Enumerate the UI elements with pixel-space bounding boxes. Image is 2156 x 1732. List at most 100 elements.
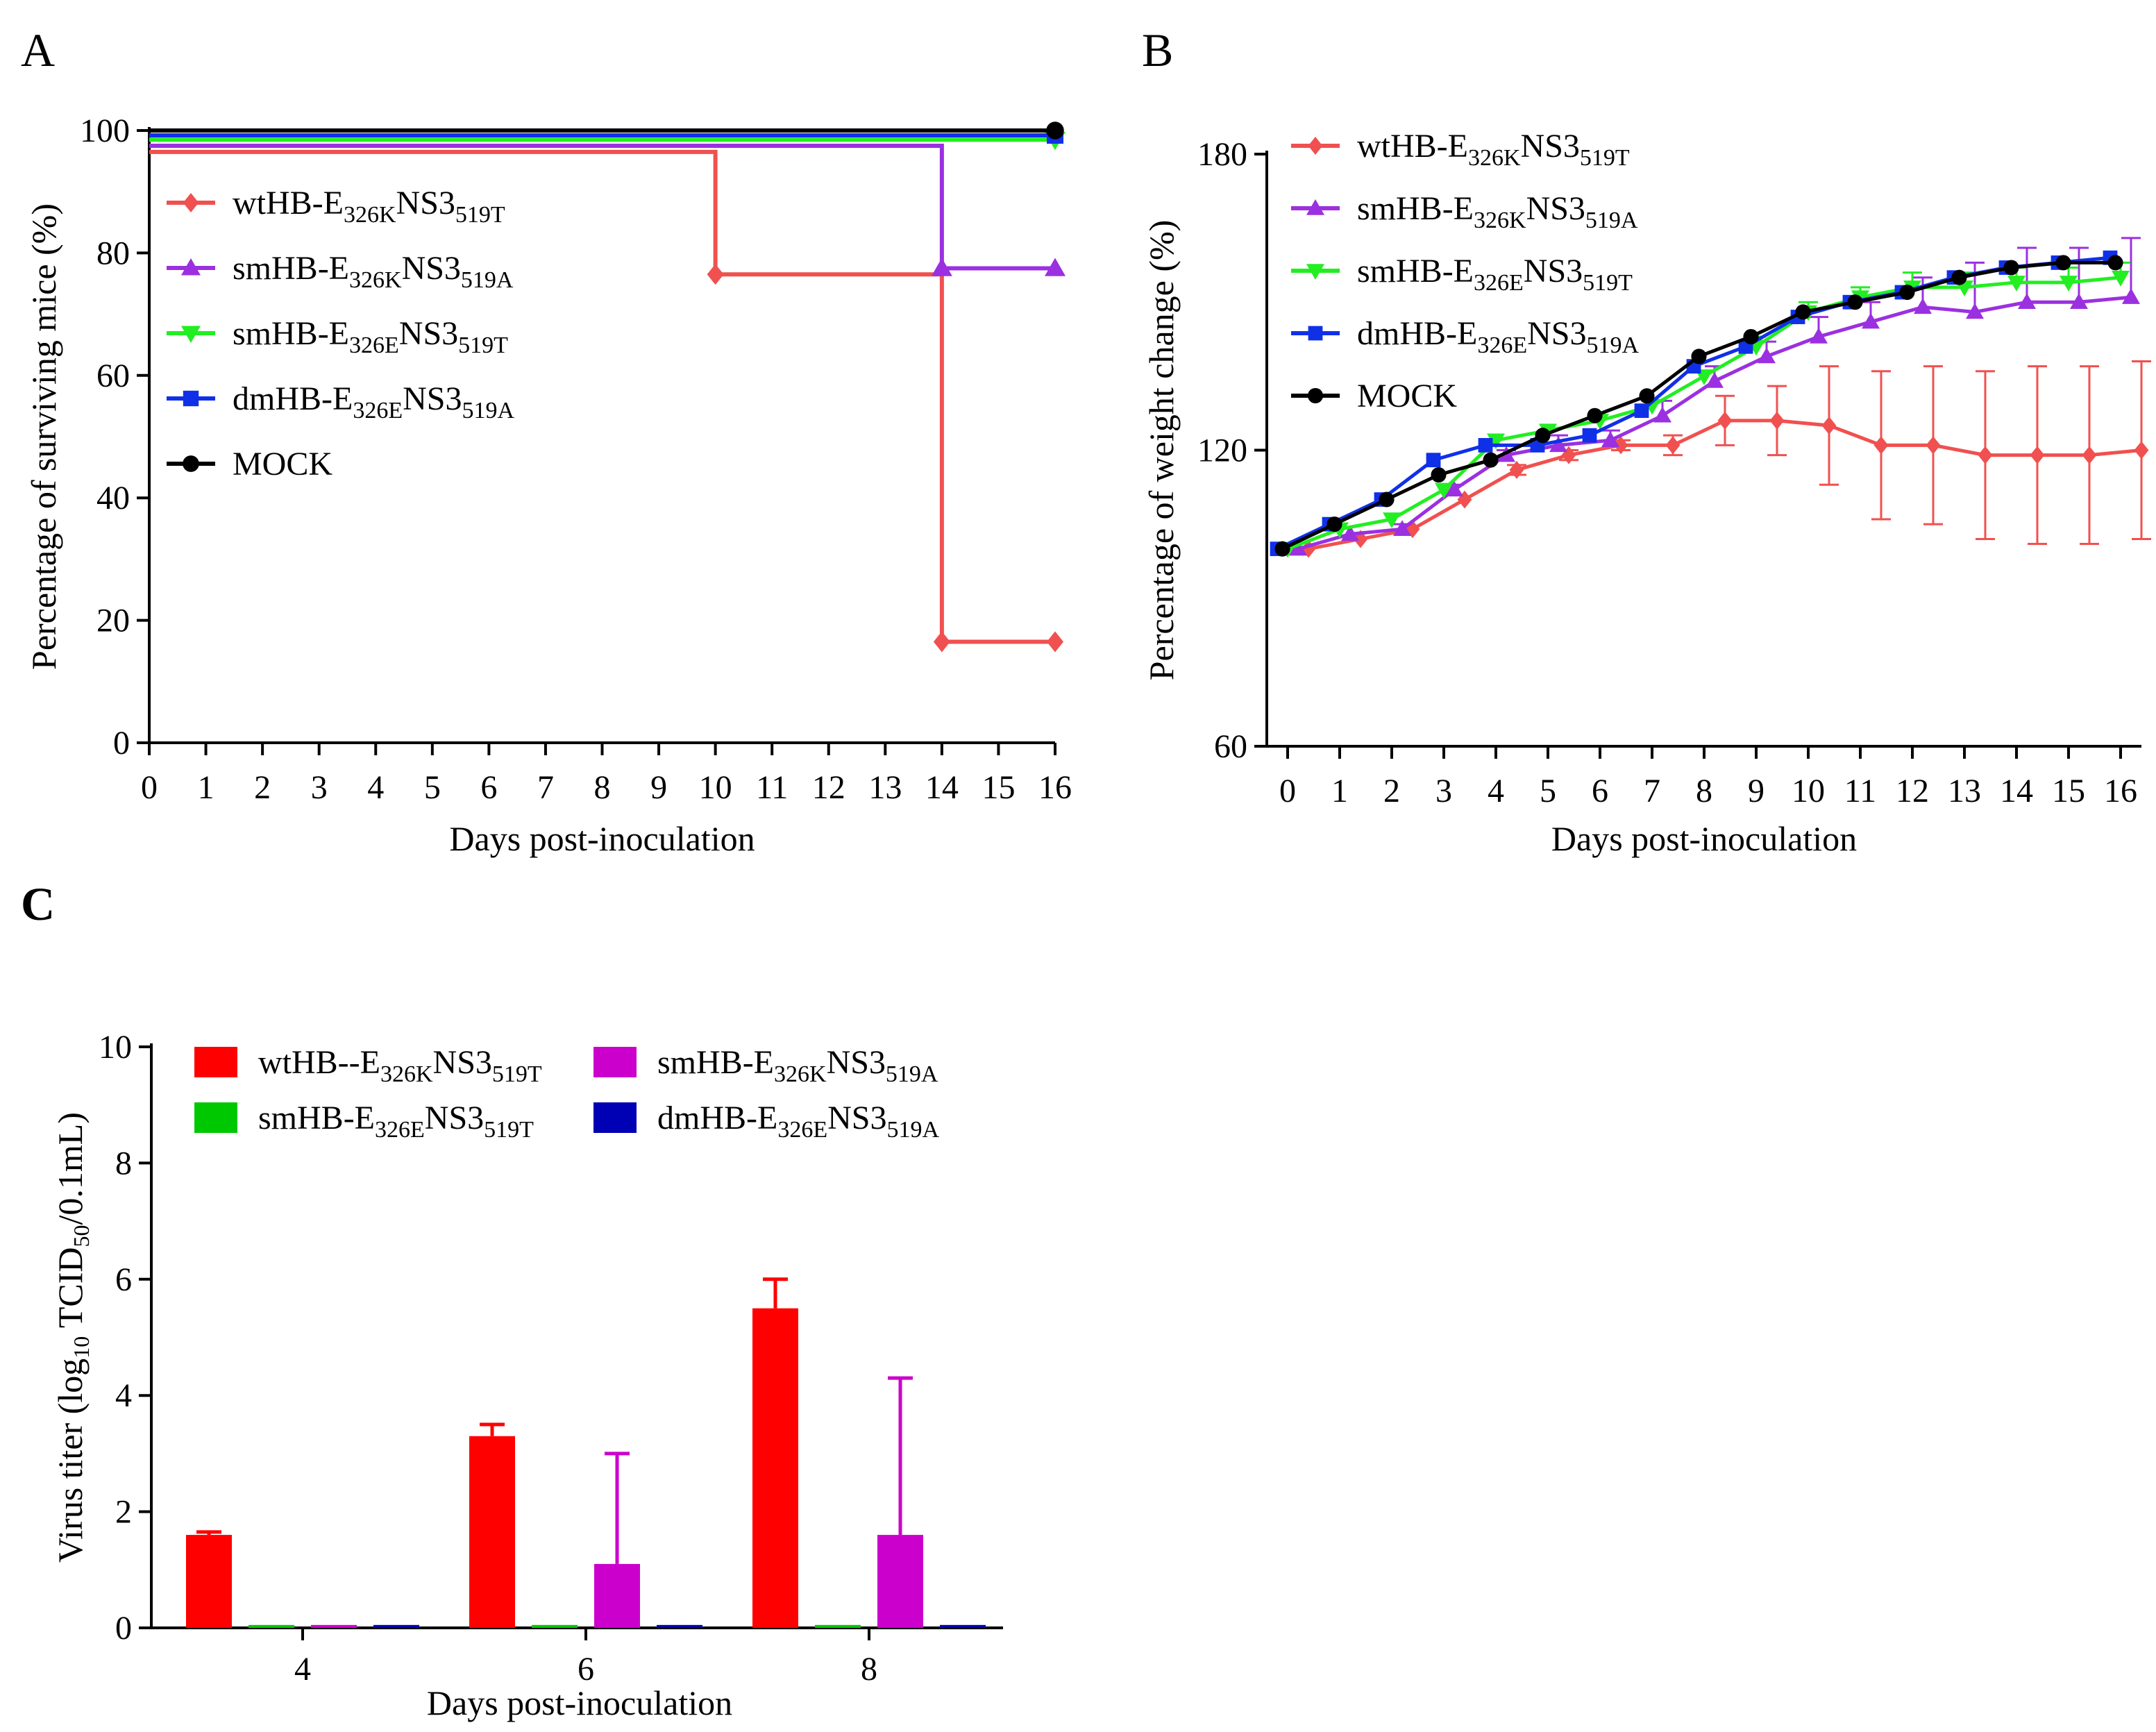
data-point <box>2070 293 2088 309</box>
y-tick-label: 2 <box>115 1494 132 1531</box>
data-point <box>1613 436 1628 455</box>
data-point <box>1706 371 1724 388</box>
legend-sub2: 519T <box>1580 145 1630 171</box>
data-point <box>933 631 950 653</box>
x-tick-label: 3 <box>311 769 328 806</box>
x-tick-label: 11 <box>1844 773 1876 809</box>
x-tick-label: 2 <box>1383 773 1400 809</box>
legend-base: smHB-E <box>233 315 349 352</box>
bar <box>815 1624 861 1628</box>
data-point <box>1665 436 1681 455</box>
legend-mid: NS3 <box>1526 190 1585 227</box>
y-axis-title: Percentage of surviving mice (%) <box>24 203 63 670</box>
legend-base: MOCK <box>233 446 332 482</box>
data-point <box>2030 446 2045 464</box>
legend-sub1: 326E <box>1474 270 1524 296</box>
panel-label-b: B <box>1142 24 1173 76</box>
x-axis-title: Days post-inoculation <box>1551 819 1857 858</box>
legend-marker <box>183 390 199 407</box>
data-point <box>1535 428 1551 444</box>
legend-sub1: 326E <box>777 1117 827 1143</box>
data-point <box>2003 260 2019 276</box>
legend-mid: NS3 <box>827 1044 886 1081</box>
x-tick-label: 1 <box>1331 773 1348 809</box>
y-tick-label: 40 <box>96 480 130 516</box>
x-tick-label: 0 <box>1279 773 1296 809</box>
x-tick-label: 10 <box>699 769 732 806</box>
x-axis-title: Days post-inoculation <box>449 819 755 858</box>
legend-mid: NS3 <box>1527 315 1586 352</box>
x-tick-label: 5 <box>1540 773 1556 809</box>
x-tick-label: 1 <box>198 769 214 806</box>
legend-label: dmHB-E326ENS3519A <box>233 380 514 423</box>
legend-marker <box>183 193 199 212</box>
legend-marker <box>1308 326 1323 341</box>
x-tick-label: 4 <box>367 769 384 806</box>
legend-sub2: 519T <box>484 1117 534 1143</box>
data-point <box>1926 436 1941 455</box>
data-point <box>1769 411 1785 430</box>
data-point <box>1549 436 1567 453</box>
data-point <box>2112 270 2130 287</box>
data-point <box>1743 328 1759 345</box>
legend-sub2: 519T <box>1583 270 1633 296</box>
legend-marker <box>181 326 201 343</box>
legend-mid: NS3 <box>1521 128 1580 165</box>
bar <box>469 1436 515 1628</box>
legend-label: smHB-E326KNS3519A <box>657 1044 938 1087</box>
y-tick-label: 20 <box>96 603 130 639</box>
bar <box>877 1535 923 1628</box>
data-point <box>1862 312 1880 329</box>
legend-swatch <box>194 1047 237 1077</box>
legend-label: smHB-E326ENS3519T <box>233 315 508 358</box>
x-tick-label: 6 <box>1592 773 1608 809</box>
data-point <box>2055 255 2071 271</box>
data-point <box>1445 480 1463 497</box>
bar <box>311 1624 357 1628</box>
series-wt: wtHB-E326KNS3519T <box>149 149 1063 653</box>
data-point <box>1509 460 1524 479</box>
y-tick-label: 80 <box>96 235 130 271</box>
legend-base: dmHB-E <box>1357 315 1477 352</box>
data-point <box>1978 446 1993 464</box>
x-tick-label: 9 <box>1748 773 1765 809</box>
data-point <box>1873 436 1889 455</box>
legend-mid: NS3 <box>396 185 455 221</box>
series-wt: wtHB-E326KNS3519T <box>1291 128 2151 558</box>
legend-sub1: 326K <box>774 1061 827 1087</box>
legend-sub2: 519T <box>455 202 505 228</box>
y-tick-label: 60 <box>96 358 130 394</box>
x-tick-label: 8 <box>861 1651 877 1688</box>
x-tick-label: 5 <box>424 769 441 806</box>
legend-label: smHB-E326KNS3519A <box>1357 190 1638 233</box>
data-point <box>1478 437 1493 453</box>
bar <box>657 1624 702 1628</box>
data-point <box>1951 269 1967 285</box>
legend-label: MOCK <box>1357 378 1457 414</box>
x-tick-label: 3 <box>1435 773 1452 809</box>
legend-swatch <box>593 1102 637 1133</box>
legend-sub2: 519A <box>886 1061 938 1087</box>
data-point <box>1899 284 1915 301</box>
legend-mid: NS3 <box>399 315 458 352</box>
bar <box>752 1308 798 1628</box>
data-point <box>2134 441 2149 460</box>
data-point <box>1289 539 1307 556</box>
data-point <box>1634 403 1649 419</box>
x-tick-label: 12 <box>1896 773 1929 809</box>
legend-base: smHB-E <box>1357 190 1474 227</box>
y-axis-title-part: 50 <box>69 1225 94 1247</box>
legend-base: smHB-E <box>258 1100 375 1136</box>
legend-base: smHB-E <box>233 250 349 287</box>
y-tick-label: 0 <box>113 725 130 762</box>
legend-sub1: 326E <box>375 1117 425 1143</box>
x-tick-label: 11 <box>756 769 788 806</box>
data-point <box>1966 303 1984 319</box>
panel-c-virus-titer-chart: 0 2 4 6 8 10 4 6 8 Days post-inoculation Virus tit… <box>51 1029 1003 1722</box>
x-tick-label: 15 <box>982 769 1015 806</box>
data-point <box>2018 293 2036 309</box>
series-mock: MOCK <box>1274 255 2123 557</box>
legend-base: wtHB-E <box>233 185 344 221</box>
